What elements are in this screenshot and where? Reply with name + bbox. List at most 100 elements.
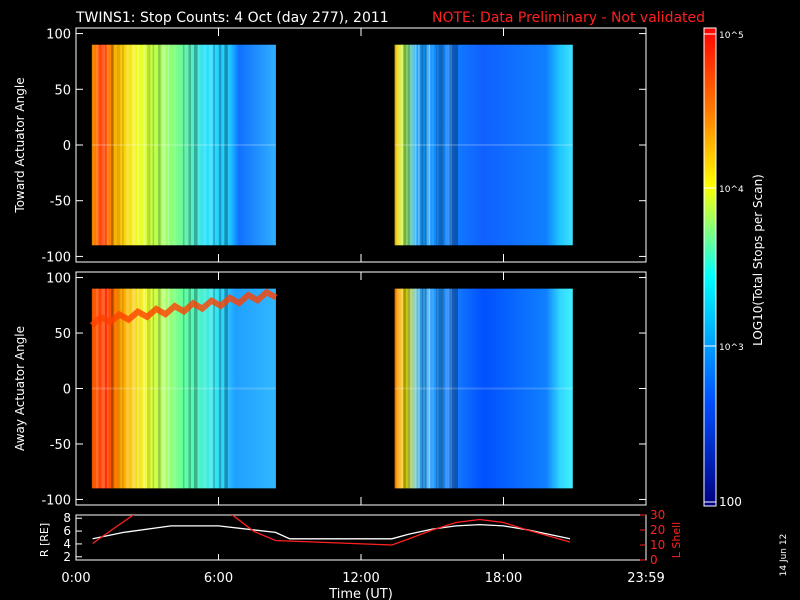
heatmap-stripe [422, 44, 424, 246]
heatmap-block [394, 44, 573, 246]
heatmap-stripe [167, 44, 170, 246]
y2-tick-label: 30 [650, 508, 665, 522]
l-shell-line [92, 515, 571, 546]
heatmap-stripe [203, 288, 207, 489]
heatmap-stripe [438, 44, 441, 246]
heatmap-stripe [193, 44, 198, 246]
heatmap-stripe [107, 44, 109, 246]
heatmap-stripe [405, 288, 410, 489]
heatmap-stripe [198, 288, 200, 489]
x-axis-label: Time (UT) [328, 587, 393, 600]
heatmap-stripe [152, 44, 155, 246]
heatmap-stripe [410, 288, 413, 489]
heatmap-stripe [193, 288, 198, 489]
heatmap-stripe [396, 288, 400, 489]
heatmap-stripe [162, 288, 166, 489]
heatmap-stripe [111, 44, 114, 246]
y-tick-label: 50 [54, 83, 71, 98]
y-tick-label: -100 [41, 250, 71, 265]
heatmap-stripe [408, 44, 410, 246]
heatmap-stripe [435, 44, 438, 246]
heatmap-stripe [452, 288, 455, 489]
y-tick-label: 50 [54, 327, 71, 342]
heatmap-stripe [224, 44, 228, 246]
heatmap-stripe [107, 288, 109, 489]
heatmap-stripe [454, 288, 458, 489]
heatmap-stripe [213, 288, 215, 489]
heatmap-zero-line [91, 387, 276, 390]
heatmap-stripe [417, 44, 421, 246]
heatmap-peak-band [89, 288, 278, 328]
y-tick-label: 0 [63, 383, 71, 398]
heatmap-stripe [431, 288, 434, 489]
colorbar [703, 27, 717, 507]
heatmap-stripe [158, 44, 161, 246]
y-axis-label-radius: R [RE] [38, 523, 51, 557]
heatmap-stripe [203, 44, 207, 246]
heatmap-stripe [101, 44, 105, 246]
y-tick-label: -50 [50, 195, 71, 210]
heatmap-zero-line [394, 387, 573, 390]
y-tick-label: -50 [50, 438, 71, 453]
heatmap-stripe [401, 288, 404, 489]
heatmap-stripe [122, 44, 124, 246]
heatmap-stripe [415, 44, 417, 246]
heatmap-stripe [415, 288, 417, 489]
colorbar-tick-label: 100 [719, 495, 742, 509]
heatmap-stripe [167, 288, 170, 489]
heatmap-block [394, 288, 573, 489]
heatmap-block [91, 44, 276, 246]
heatmap-stripe [435, 288, 438, 489]
y-tick-label: 4 [63, 537, 71, 551]
heatmap-stripe [424, 288, 428, 489]
heatmap-stripe [95, 288, 99, 489]
heatmap-stripe [147, 44, 151, 246]
x-tick-label: 12:00 [342, 571, 379, 586]
heatmap-stripe [173, 44, 176, 246]
heatmap-stripe [449, 44, 452, 246]
heatmap-stripe [454, 44, 458, 246]
heatmap-stripe [403, 288, 406, 489]
heatmap-stripe [419, 44, 424, 246]
heatmap-stripe [412, 44, 417, 246]
heatmap-stripe [445, 44, 448, 246]
colorbar-tick-label: 10^3 [719, 343, 744, 353]
heatmap-stripe [126, 288, 129, 489]
heatmap-stripe [431, 44, 434, 246]
heatmap-stripe [403, 44, 406, 246]
heatmap-stripe [131, 44, 136, 246]
heatmap-stripe [142, 44, 146, 246]
y-axis-label: Toward Actuator Angle [13, 77, 27, 213]
heatmap-stripe [188, 44, 191, 246]
heatmap-stripe [158, 288, 161, 489]
line-panel-frame [75, 514, 647, 561]
heatmap-stripe [116, 288, 121, 489]
y-axis-label: Away Actuator Angle [13, 326, 27, 451]
heatmap-stripe [137, 288, 139, 489]
heatmap-stripe [188, 288, 191, 489]
x-tick-label: 18:00 [485, 571, 522, 586]
heatmap-stripe [428, 288, 431, 489]
heatmap-zero-line [91, 144, 276, 146]
heatmap-stripe [396, 44, 400, 246]
heatmap-stripe [401, 44, 404, 246]
heatmap-stripe [209, 44, 213, 246]
y-tick-label: -100 [41, 493, 71, 508]
heatmap-stripe [440, 288, 445, 489]
heatmap-stripe [452, 44, 455, 246]
y-tick-label: 6 [63, 524, 71, 538]
heatmap-stripe [131, 288, 136, 489]
heatmap-stripe [426, 288, 430, 489]
heatmap-stripe [173, 288, 176, 489]
heatmap-stripe [440, 44, 445, 246]
heatmap-stripe [438, 288, 441, 489]
heatmap-stripe [399, 288, 403, 489]
heatmap-stripe [405, 44, 410, 246]
heatmap-stripe [162, 44, 166, 246]
y-tick-label: 100 [46, 28, 71, 43]
y-tick-label: 100 [46, 272, 71, 287]
heatmap-stripe [152, 288, 155, 489]
preliminary-note: NOTE: Data Preliminary - Not validated [432, 10, 705, 26]
heatmap-zero-line [394, 144, 573, 146]
